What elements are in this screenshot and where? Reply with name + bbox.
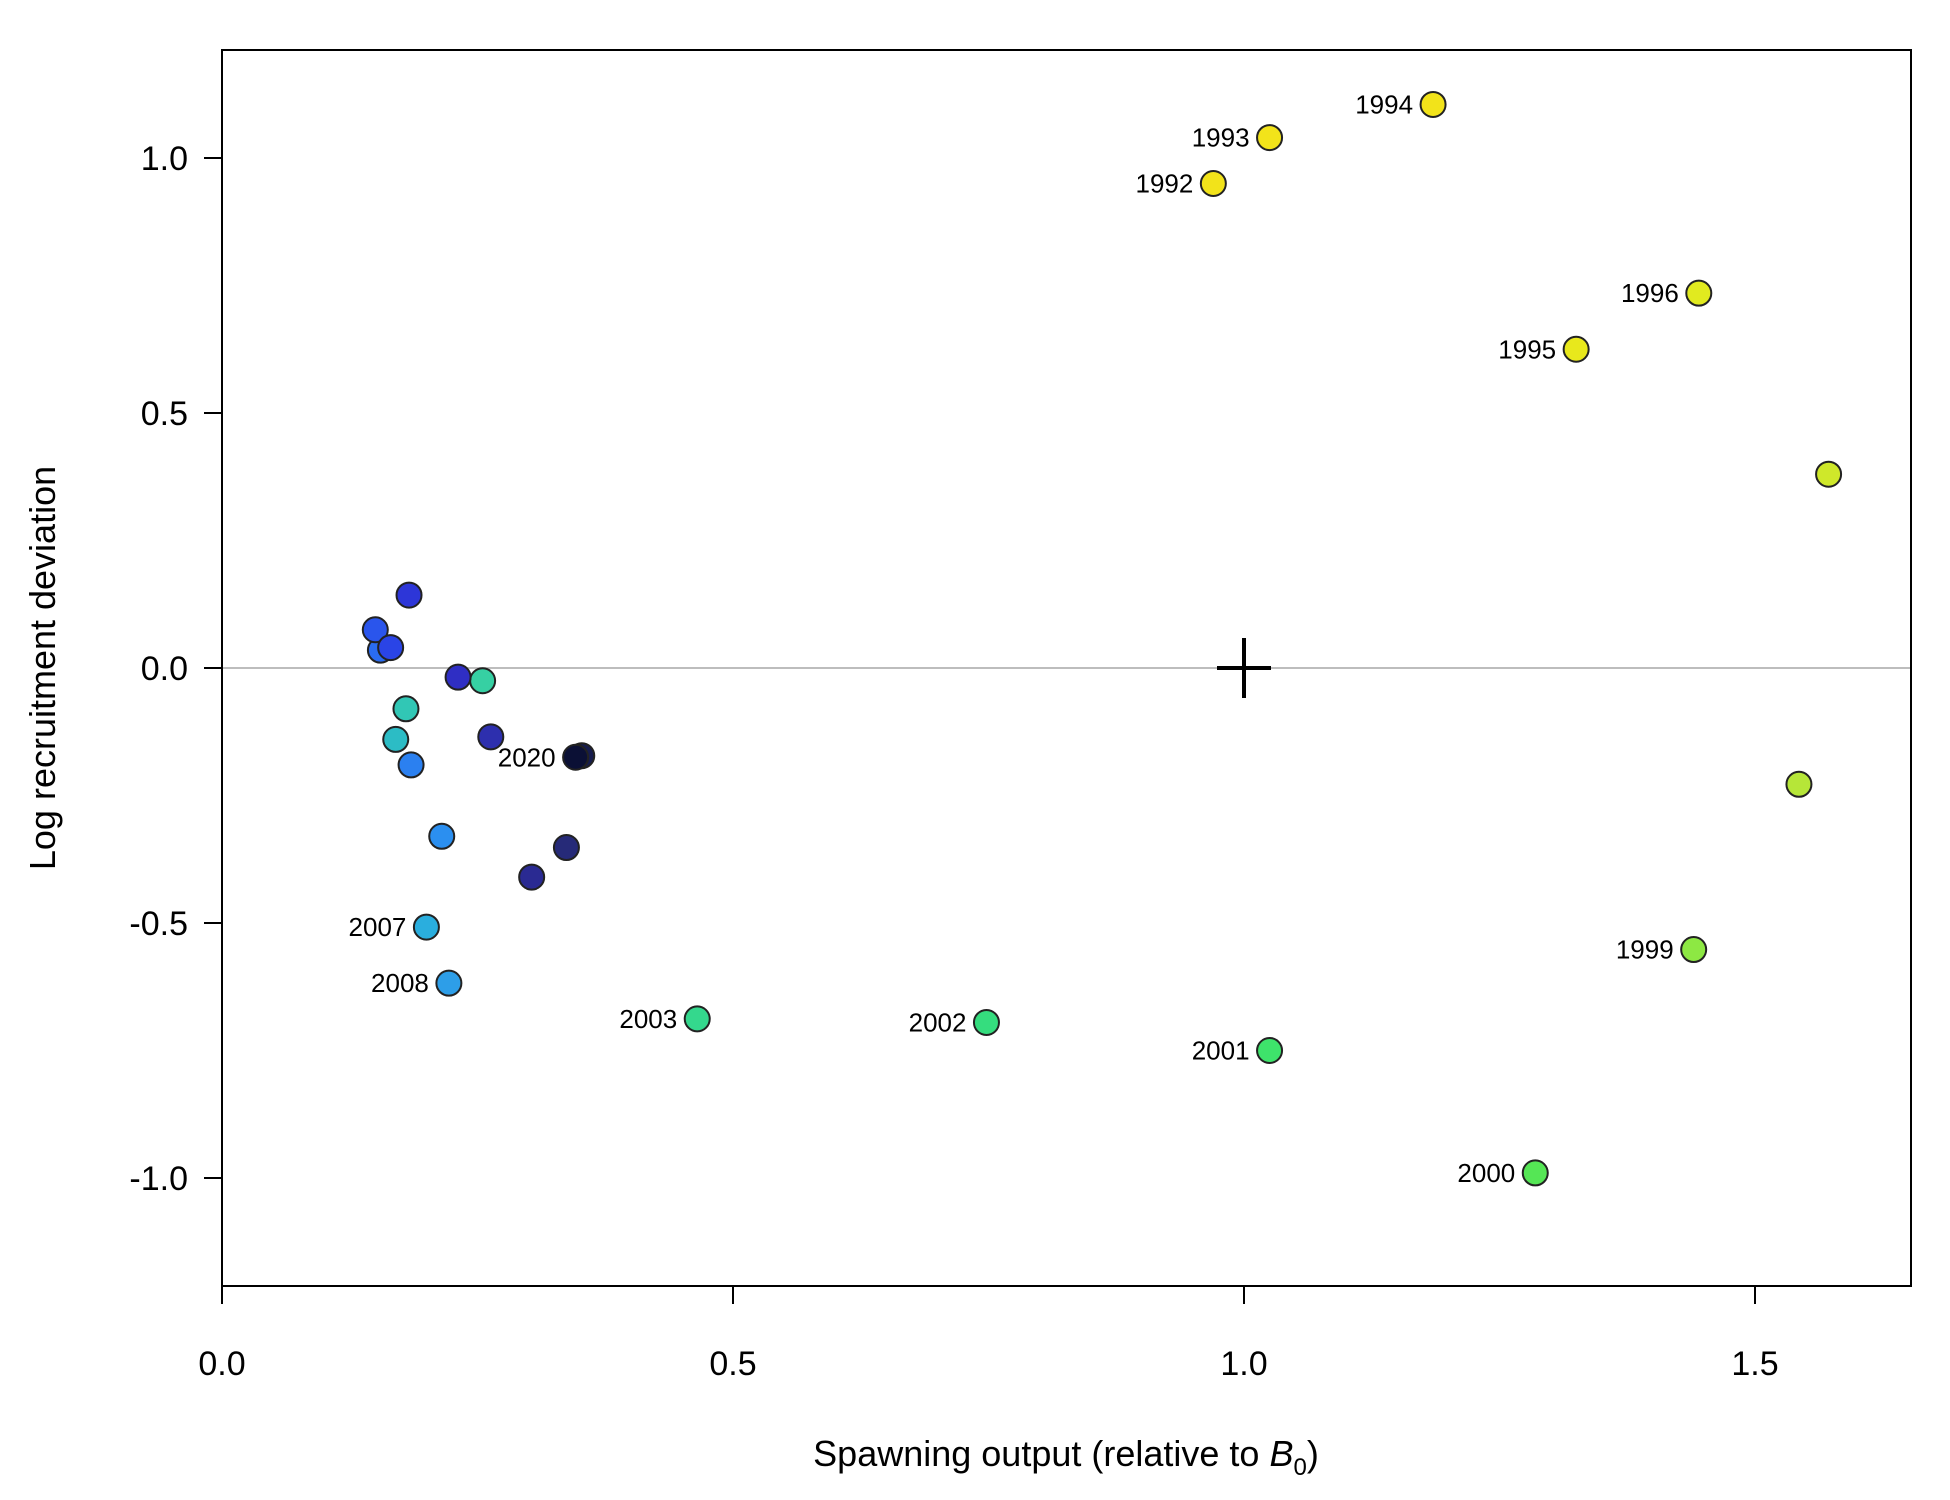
data-point — [1785, 770, 1813, 798]
data-point — [395, 581, 423, 609]
point-year-label: 2003 — [619, 1004, 677, 1034]
y-tick-label: -0.5 — [129, 905, 188, 943]
point-labels-layer: 1992 1993 1994 1995 1996 1999 2000 2001 2002 2003… — [349, 89, 1679, 1187]
data-point — [428, 822, 456, 850]
data-point — [382, 725, 410, 753]
x-tick-label: 0.5 — [709, 1345, 756, 1383]
data-point — [518, 863, 546, 891]
data-point — [1419, 90, 1447, 118]
x-tick-label: 0.0 — [198, 1345, 245, 1383]
data-point — [377, 634, 405, 662]
y-tick-label: -1.0 — [129, 1160, 188, 1198]
y-axis-title: Log recruitment deviation — [22, 466, 63, 870]
point-year-label: 2000 — [1457, 1158, 1515, 1188]
point-year-label: 2002 — [909, 1007, 967, 1037]
data-point — [397, 751, 425, 779]
data-point — [683, 1005, 711, 1033]
point-year-label: 1993 — [1192, 123, 1250, 153]
point-year-label: 2020 — [498, 742, 556, 772]
point-year-label: 2001 — [1192, 1036, 1250, 1066]
y-tick-label: 0.5 — [141, 395, 188, 433]
x-axis-title: Spawning output (relative to B0) — [813, 1433, 1319, 1481]
data-point — [435, 969, 463, 997]
point-year-label: 2008 — [371, 968, 429, 998]
point-year-label: 1992 — [1135, 169, 1193, 199]
y-tick-label: 1.0 — [141, 140, 188, 178]
data-point — [1256, 124, 1284, 152]
data-point — [392, 695, 420, 723]
data-point — [477, 723, 505, 751]
data-point — [361, 616, 389, 644]
data-point — [1562, 335, 1590, 363]
point-year-label: 2007 — [349, 912, 407, 942]
data-point — [1521, 1159, 1549, 1187]
data-point — [1256, 1037, 1284, 1064]
axes: 0.0 0.5 1.0 1.5 -1.0 -0.5 0.0 0.5 1.0 — [129, 140, 1778, 1383]
data-point — [444, 663, 472, 691]
data-point — [1685, 279, 1713, 307]
point-year-label: 1995 — [1498, 334, 1556, 364]
data-point — [1680, 936, 1708, 964]
point-year-label: 1996 — [1621, 278, 1679, 308]
data-point — [469, 667, 497, 695]
data-point — [552, 834, 580, 862]
y-tick-label: 0.0 — [141, 650, 188, 688]
x-tick-label: 1.0 — [1220, 1345, 1267, 1383]
point-year-label: 1994 — [1355, 89, 1413, 119]
data-point — [1199, 170, 1227, 197]
x-tick-label: 1.5 — [1731, 1345, 1778, 1383]
data-point — [972, 1008, 1000, 1036]
reference-point-plus — [1217, 638, 1271, 698]
reference-point-layer — [1217, 638, 1271, 698]
points-layer — [361, 90, 1843, 1187]
data-point — [412, 913, 440, 941]
point-year-label: 1999 — [1616, 935, 1674, 965]
data-point — [1815, 460, 1843, 488]
data-point — [562, 743, 590, 771]
